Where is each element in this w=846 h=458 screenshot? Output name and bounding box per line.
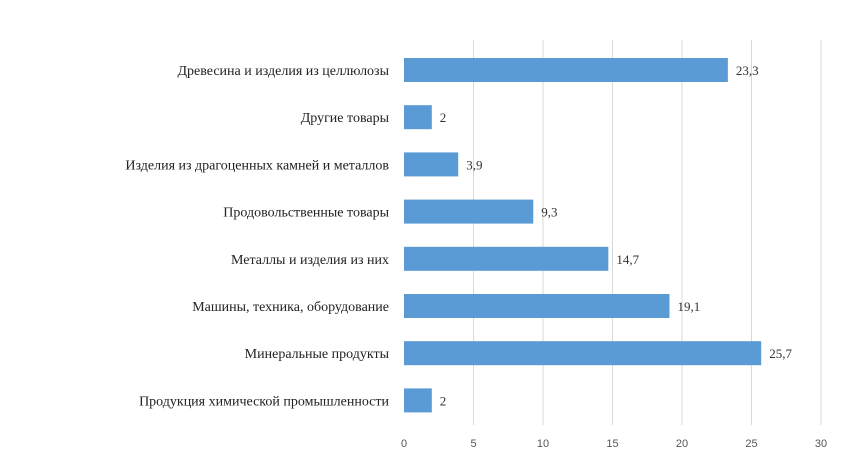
x-tick-label: 0: [401, 438, 407, 450]
bar: [404, 388, 432, 413]
category-label: Металлы и изделия из них: [231, 253, 389, 268]
bar: [404, 199, 534, 224]
bar: [404, 294, 670, 318]
category-label: Древесина и изделия из целлюлозы: [177, 64, 389, 79]
x-tick-label: 10: [537, 438, 549, 450]
data-label: 14,7: [616, 252, 639, 267]
data-label: 9,3: [541, 205, 557, 220]
x-tick-label: 20: [676, 438, 688, 450]
bar: [404, 105, 432, 130]
data-label: 2: [440, 393, 447, 408]
x-tick-label: 25: [745, 438, 757, 450]
bar: [404, 341, 762, 366]
data-label: 19,1: [677, 299, 700, 314]
x-axis-ticks: 0 5 10 15 20 25 30: [401, 438, 827, 450]
bar: [404, 152, 459, 177]
category-label: Изделия из драгоценных камней и металлов: [125, 158, 389, 173]
x-tick-label: 5: [470, 438, 476, 450]
category-label: Машины, техника, оборудование: [192, 300, 389, 315]
category-labels: Древесина и изделия из целлюлозы Другие т…: [125, 64, 389, 409]
value-labels: 23,3 2 3,9 9,3 14,7 19,1 25,7 2: [440, 63, 793, 408]
x-tick-label: 30: [815, 438, 827, 450]
data-label: 2: [440, 110, 447, 125]
bar: [404, 58, 728, 82]
data-label: 23,3: [736, 63, 759, 78]
bar: [404, 246, 609, 271]
x-tick-label: 15: [606, 438, 618, 450]
category-label: Продовольственные товары: [223, 206, 389, 221]
category-label: Продукция химической промышленности: [139, 394, 389, 409]
data-label: 25,7: [769, 346, 792, 361]
grid-lines: [473, 40, 822, 425]
bars: [404, 58, 762, 413]
category-label: Другие товары: [301, 111, 390, 126]
data-label: 3,9: [466, 157, 482, 172]
category-label: Минеральные продукты: [245, 347, 390, 362]
